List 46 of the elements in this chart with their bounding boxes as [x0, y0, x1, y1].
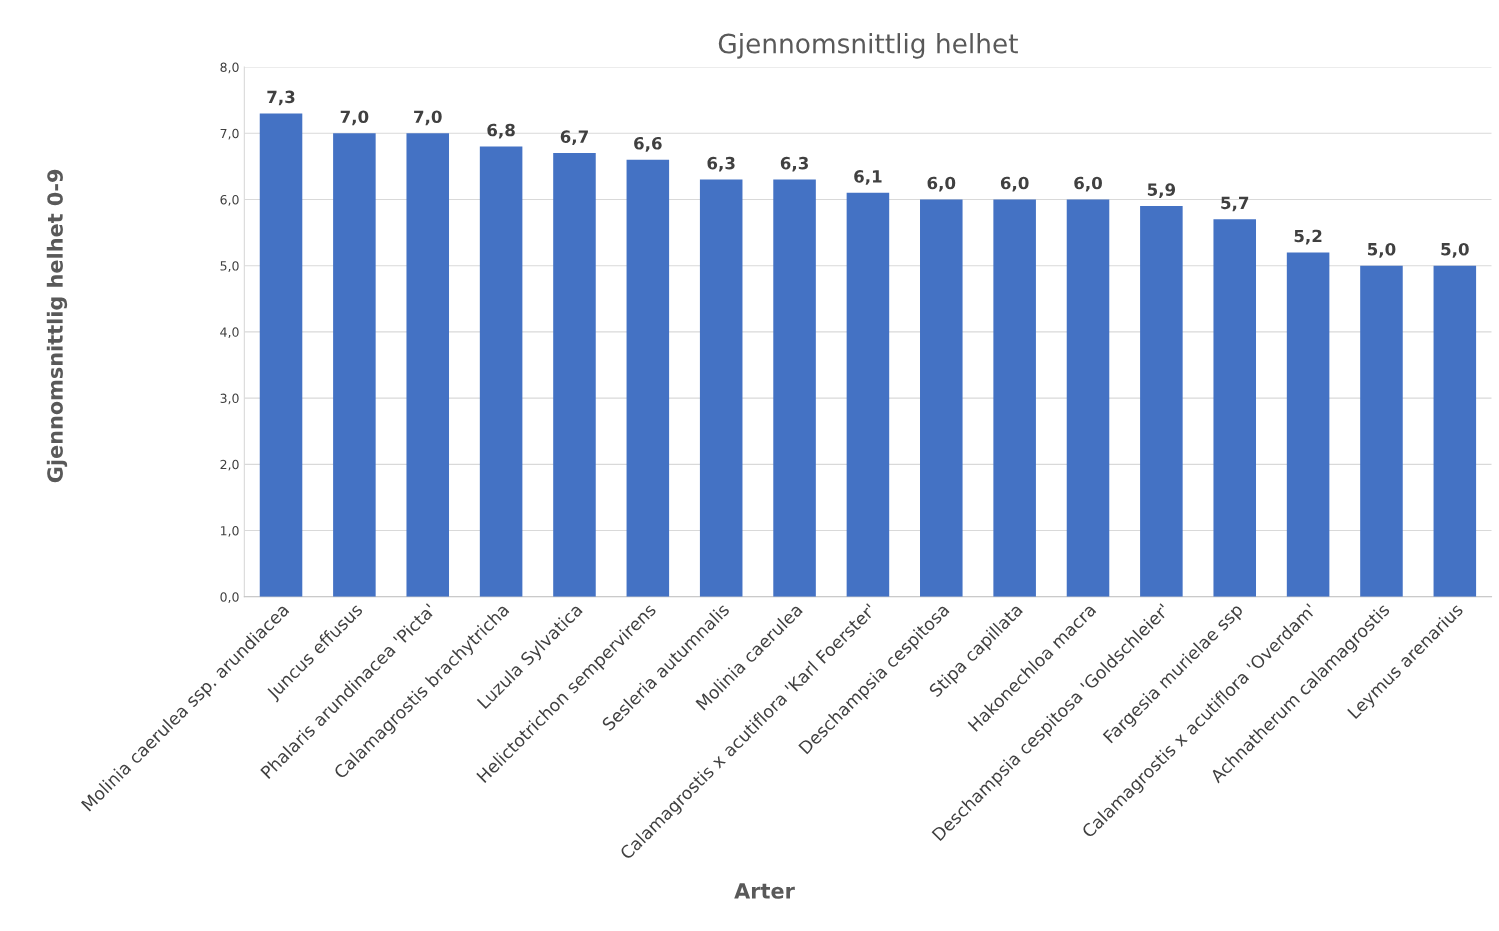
bar: [699, 179, 743, 597]
bar: [1360, 265, 1403, 597]
bar: [1286, 252, 1330, 597]
y-tick-label: 2,0: [220, 459, 239, 471]
bar: [1433, 265, 1477, 597]
bar: [333, 133, 376, 597]
data-label: 7,0: [414, 110, 442, 126]
data-label: 7,0: [340, 110, 369, 126]
data-label: 6,8: [487, 123, 515, 139]
data-label: 6,0: [927, 176, 956, 192]
bar: [920, 199, 963, 597]
data-label: 5,0: [1441, 242, 1469, 258]
data-label: 6,6: [634, 136, 662, 152]
bar: [993, 199, 1036, 597]
data-label: 5,0: [1367, 242, 1396, 258]
bar: [406, 133, 450, 597]
bar: [479, 146, 523, 597]
data-label: 5,7: [1221, 196, 1249, 212]
data-label: 5,9: [1147, 183, 1176, 199]
bar: [1066, 199, 1110, 597]
y-tick-label: 4,0: [220, 327, 239, 339]
chart-title: Gjennomsnittlig helhet: [718, 33, 1018, 59]
data-label: 6,7: [560, 130, 588, 146]
bar: [1213, 219, 1257, 597]
data-label: 6,3: [707, 156, 735, 172]
data-label: 6,3: [780, 156, 808, 172]
y-tick-label: 0,0: [220, 592, 239, 603]
data-label: 7,3: [267, 90, 295, 106]
y-axis-title: Gjennomsnittlig helhet 0-9: [46, 169, 68, 483]
data-label: 5,2: [1294, 229, 1322, 245]
y-tick-label: 5,0: [220, 261, 239, 272]
y-tick-label: 7,0: [220, 128, 239, 140]
y-tick-label: 3,0: [220, 393, 239, 405]
bar: [553, 153, 596, 597]
data-label: 6,0: [1074, 176, 1102, 192]
bar: [846, 192, 890, 597]
bar: [626, 159, 670, 597]
data-label: 6,1: [854, 170, 882, 185]
bar: [259, 113, 303, 597]
x-axis-title: Arter: [734, 883, 795, 899]
data-label: 6,0: [1000, 176, 1029, 192]
y-tick-label: 1,0: [220, 526, 239, 537]
y-tick-label: 8,0: [220, 62, 239, 74]
bar: [773, 179, 816, 597]
bar: [1140, 206, 1183, 597]
y-tick-label: 6,0: [220, 194, 239, 206]
